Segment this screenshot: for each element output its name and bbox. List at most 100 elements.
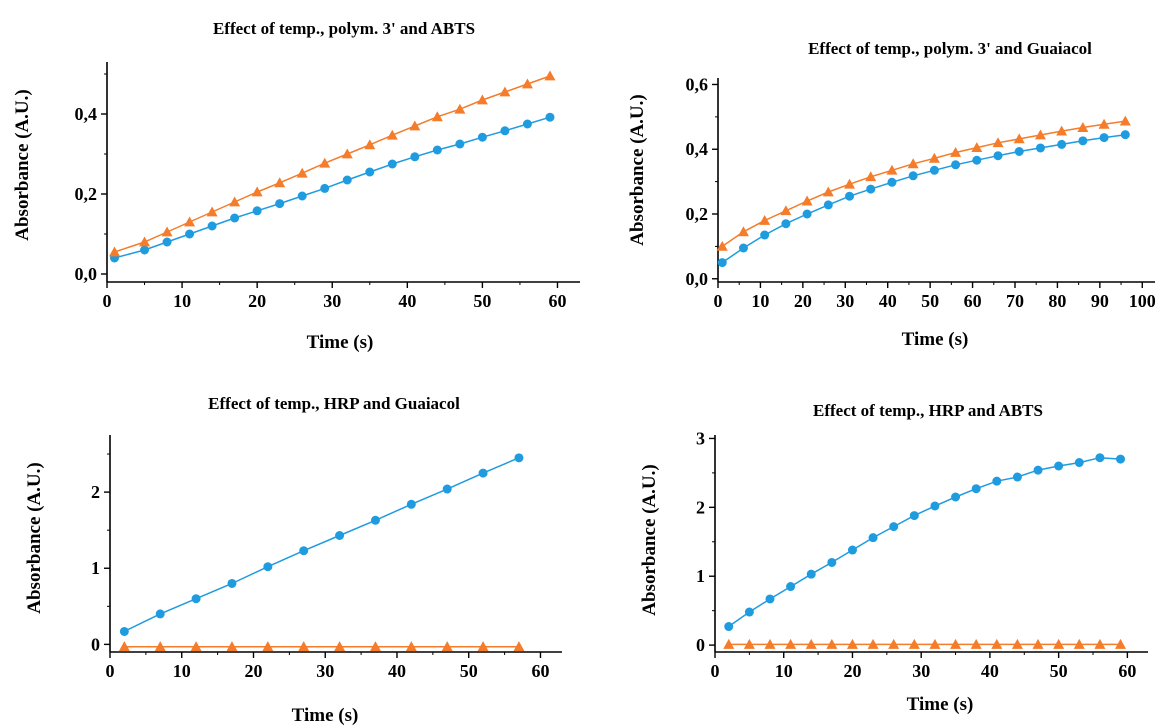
y-axis-label: Absorbance (A.U.) <box>24 462 45 613</box>
x-tick-label: 0 <box>106 661 115 681</box>
x-tick-label: 100 <box>1129 291 1156 311</box>
triangle-data-point <box>846 638 858 649</box>
chart-title: Effect of temp., polym. 3' and Guaiacol <box>808 39 1092 58</box>
circle-data-point <box>119 626 129 636</box>
triangle-data-point <box>139 236 151 247</box>
triangle-data-point <box>409 120 421 131</box>
circle-data-point <box>545 112 555 122</box>
y-tick-label: 0,2 <box>75 184 98 204</box>
triangle-data-point <box>118 641 130 652</box>
triangle-data-point <box>865 171 877 182</box>
x-tick-label: 60 <box>964 291 982 311</box>
triangle-data-point <box>826 638 838 649</box>
y-axis-label: Absorbance (A.U.) <box>627 94 648 245</box>
triangle-data-point <box>1013 133 1025 144</box>
circle-data-point <box>992 476 1002 486</box>
circle-data-point <box>342 175 352 185</box>
x-tick-label: 20 <box>248 291 266 311</box>
circle-data-point <box>365 167 375 177</box>
circle-data-point <box>802 209 812 219</box>
circle-data-point <box>781 219 791 229</box>
circle-data-point <box>1078 136 1088 146</box>
triangle-data-point <box>723 638 735 649</box>
circle-data-point <box>252 206 262 216</box>
triangle-data-point <box>929 638 941 649</box>
x-tick-label: 20 <box>794 291 812 311</box>
triangle-data-point <box>764 638 776 649</box>
triangle-data-point <box>785 638 797 649</box>
triangle-data-point <box>992 137 1004 148</box>
triangle-data-point <box>737 226 749 237</box>
circle-data-point <box>370 515 380 525</box>
triangle-data-point <box>386 129 398 140</box>
circle-data-point <box>908 171 918 181</box>
triangle-data-point <box>296 167 308 178</box>
x-tick-label: 20 <box>843 661 861 681</box>
triangle-series-line <box>721 120 1126 248</box>
circle-data-point <box>887 177 897 187</box>
triangle-data-point <box>1119 115 1131 126</box>
y-tick-label: 0,4 <box>75 104 98 124</box>
x-tick-label: 60 <box>1118 661 1136 681</box>
x-tick-label: 50 <box>921 291 939 311</box>
chart-title: Effect of temp., HRP and Guaiacol <box>208 394 460 413</box>
y-tick-label: 2 <box>91 482 100 502</box>
circle-series-line <box>728 456 1121 628</box>
triangle-data-point <box>886 164 898 175</box>
circle-data-point <box>972 155 982 165</box>
circle-data-point <box>760 230 770 240</box>
x-axis-label: Time (s) <box>292 705 359 726</box>
triangle-data-point <box>1094 638 1106 649</box>
x-tick-label: 50 <box>460 661 478 681</box>
triangle-data-point <box>476 94 488 105</box>
triangle-data-point <box>226 641 238 652</box>
circle-data-point <box>806 569 816 579</box>
x-axis-label: Time (s) <box>907 694 974 715</box>
triangle-data-point <box>950 638 962 649</box>
circle-data-point <box>1099 133 1109 143</box>
circle-data-point <box>1033 465 1043 475</box>
triangle-data-point <box>971 142 983 153</box>
circle-data-point <box>522 119 532 129</box>
x-tick-label: 40 <box>981 661 999 681</box>
circle-data-point <box>951 492 961 502</box>
x-tick-label: 50 <box>1050 661 1068 681</box>
y-tick-label: 0,6 <box>686 74 709 94</box>
circle-data-point <box>191 594 201 604</box>
triangle-data-point <box>743 638 755 649</box>
panel-guaiacol-hrp: Effect of temp., HRP and Guaiacol Time (… <box>24 394 562 726</box>
triangle-data-point <box>1077 122 1089 132</box>
circle-data-point <box>185 229 195 239</box>
triangle-data-point <box>477 641 489 652</box>
triangle-data-point <box>441 641 453 652</box>
x-tick-label: 0 <box>714 291 723 311</box>
panel-abts-hrp: Effect of temp., HRP and ABTS Time (s) A… <box>639 401 1148 715</box>
circle-data-point <box>299 546 309 556</box>
circle-data-point <box>889 522 899 532</box>
triangle-data-point <box>801 195 813 206</box>
circle-data-point <box>717 258 727 268</box>
triangle-data-point <box>251 186 263 197</box>
panel-abts-polym: Effect of temp., polym. 3' and ABTS Time… <box>12 19 580 353</box>
x-tick-label: 10 <box>173 291 191 311</box>
triangle-data-point <box>780 205 792 216</box>
triangle-data-point <box>229 196 241 207</box>
y-tick-label: 0 <box>696 635 705 655</box>
circle-data-point <box>1014 147 1024 157</box>
triangle-data-point <box>513 641 525 652</box>
circle-data-point <box>297 191 307 201</box>
y-tick-label: 0,0 <box>686 269 709 289</box>
x-tick-label: 60 <box>531 661 549 681</box>
y-tick-label: 3 <box>696 428 705 448</box>
triangle-data-point <box>759 214 771 225</box>
x-tick-label: 0 <box>103 291 112 311</box>
circle-data-point <box>455 139 465 149</box>
circle-data-point <box>993 151 1003 161</box>
circle-data-point <box>477 132 487 142</box>
circle-data-point <box>724 622 734 632</box>
circle-data-point <box>514 453 524 463</box>
triangle-data-point <box>161 226 173 237</box>
circle-data-point <box>744 607 754 617</box>
circle-data-point <box>410 152 420 162</box>
triangle-data-point <box>1034 129 1046 140</box>
